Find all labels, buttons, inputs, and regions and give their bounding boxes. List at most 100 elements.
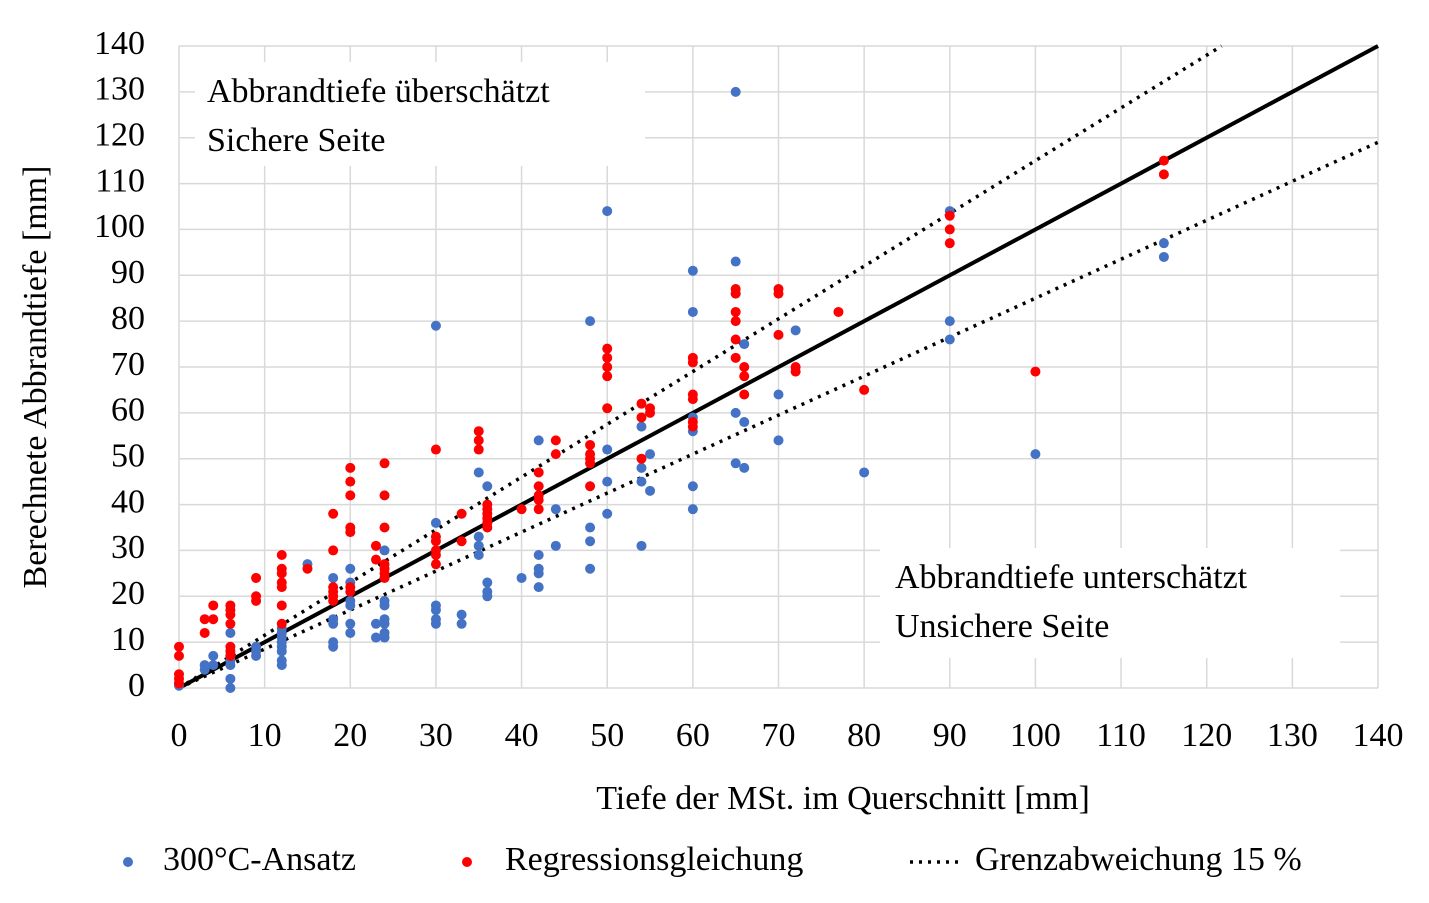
point [687,504,698,515]
point [533,563,544,574]
point [687,306,698,317]
point [636,540,647,551]
annotation: Abbrandtiefe unterschätzt [895,559,1248,596]
point [739,417,750,428]
point [225,641,236,652]
point [944,334,955,345]
point [645,449,656,460]
point [687,389,698,400]
point [687,417,698,428]
point [687,265,698,276]
point [533,481,544,492]
point [602,403,613,414]
point [251,591,262,602]
point [225,673,236,684]
point [1030,366,1041,377]
point [199,660,210,671]
point [482,586,493,597]
point [1158,155,1169,166]
point [430,517,441,528]
point [370,554,381,565]
point [636,398,647,409]
point [199,627,210,638]
point [602,476,613,487]
point [328,572,339,583]
point [473,426,484,437]
point [208,650,219,661]
point [302,563,313,574]
point [456,536,467,547]
point [585,439,596,450]
y-tick-label: 140 [94,25,145,62]
point [687,481,698,492]
point [251,646,262,657]
point [636,453,647,464]
point [430,600,441,611]
point [533,582,544,593]
point [473,531,484,542]
point [370,540,381,551]
point [730,407,741,418]
y-tick-label: 90 [111,254,145,291]
point [773,389,784,400]
point [276,600,287,611]
point [430,545,441,556]
point [833,306,844,317]
annotation: Sichere Seite [207,122,385,159]
point [550,435,561,446]
point [276,618,287,629]
point [379,458,390,469]
point [602,352,613,363]
point [276,577,287,588]
point [1158,251,1169,262]
point [208,614,219,625]
point [328,545,339,556]
point [345,522,356,533]
x-tick-label: 90 [933,717,967,754]
point [533,490,544,501]
y-tick-label: 130 [94,71,145,108]
point [944,238,955,249]
point [730,458,741,469]
point [730,86,741,97]
point [276,655,287,666]
point [790,362,801,372]
point [456,508,467,519]
point [585,316,596,327]
point [636,462,647,473]
point [379,522,390,533]
x-tick-label: 80 [847,717,881,754]
x-tick-label: 130 [1267,717,1318,754]
point [345,490,356,501]
point [430,320,441,331]
point [430,614,441,625]
point [687,352,698,363]
y-tick-label: 20 [111,575,145,612]
legend-marker [123,857,133,867]
point [370,618,381,629]
x-tick-label: 10 [248,717,282,754]
point [739,371,750,382]
point [859,384,870,395]
point [602,362,613,372]
point [225,683,236,693]
point [379,545,390,556]
point [730,334,741,345]
point [345,595,356,606]
point [636,421,647,432]
point [944,224,955,235]
annotation: Unsichere Seite [895,608,1109,645]
point [174,650,184,661]
point [276,550,287,561]
point [379,614,390,625]
point [225,627,236,638]
point [482,481,493,492]
point [1158,169,1169,180]
x-tick-label: 40 [505,717,539,754]
point [251,572,262,583]
point [739,389,750,400]
point [208,660,219,671]
legend-marker [462,857,472,867]
point [345,618,356,629]
point [730,256,741,267]
